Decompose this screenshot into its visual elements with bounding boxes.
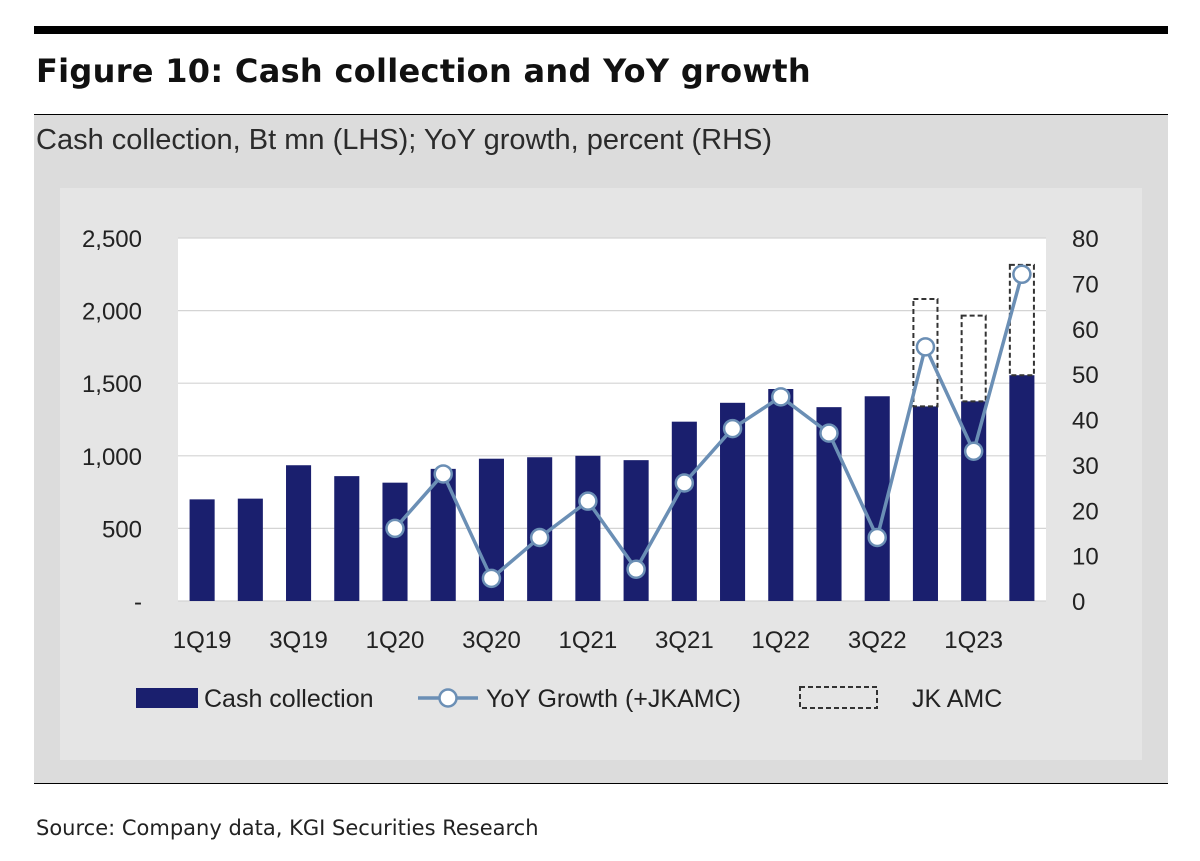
x-tick-label: 3Q21 <box>655 627 714 654</box>
bar-cash-collection <box>768 389 794 601</box>
bar-cash-collection <box>623 460 649 601</box>
bar-cash-collection <box>671 421 697 601</box>
y-right-tick-label: 0 <box>1072 589 1085 616</box>
x-tick-label: 1Q23 <box>944 627 1003 654</box>
x-tick-label: 3Q22 <box>848 627 907 654</box>
legend-swatch-cash-collection <box>136 688 198 708</box>
point-yoy-growth <box>722 418 743 439</box>
point-yoy-growth <box>433 464 453 484</box>
legend-label-cash-collection: Cash collection <box>204 685 374 713</box>
x-tick-label: 1Q19 <box>173 627 232 654</box>
y-right-tick-label: 30 <box>1072 453 1099 480</box>
plot-area <box>178 238 1046 601</box>
y-right-tick-label: 60 <box>1072 317 1099 344</box>
point-yoy-growth <box>915 337 936 357</box>
chart-subtitle: Cash collection, Bt mn (LHS); YoY growth… <box>36 124 773 156</box>
bar-cash-collection <box>237 498 263 601</box>
point-yoy-growth <box>771 387 791 407</box>
y-left-tick-label: 1,000 <box>82 444 142 471</box>
y-left-tick-label: - <box>134 589 142 616</box>
legend-swatch-yoy-marker <box>438 688 458 708</box>
point-yoy-growth <box>626 559 646 579</box>
line-yoy-growth <box>393 273 1024 581</box>
point-yoy-growth <box>1012 264 1032 285</box>
point-yoy-growth <box>529 527 550 548</box>
source-note: Source: Company data, KGI Securities Res… <box>36 816 539 840</box>
point-yoy-growth <box>963 441 984 462</box>
legend-swatch-jk-amc <box>799 686 878 709</box>
x-tick-label: 3Q19 <box>269 627 328 654</box>
y-right-tick-label: 10 <box>1072 544 1099 571</box>
point-yoy-growth <box>385 518 405 539</box>
y-right-tick-label: 40 <box>1072 408 1099 435</box>
bar-jk-amc-dashed <box>912 297 939 408</box>
top-rule <box>34 26 1168 34</box>
y-right-tick-label: 70 <box>1072 271 1099 298</box>
point-yoy-growth <box>481 568 502 589</box>
point-yoy-growth <box>578 491 598 511</box>
bar-cash-collection <box>430 468 456 601</box>
bar-cash-collection <box>382 482 408 601</box>
legend-label-jk-amc: JK AMC <box>912 685 1002 713</box>
x-tick-label: 3Q20 <box>462 627 521 654</box>
point-yoy-growth <box>819 423 839 443</box>
x-tick-label: 1Q21 <box>559 627 618 654</box>
bar-cash-collection <box>334 476 360 601</box>
bar-cash-collection <box>286 465 312 601</box>
bar-cash-collection <box>1009 375 1035 601</box>
x-tick-label: 1Q22 <box>751 627 810 654</box>
figure-title: Figure 10: Cash collection and YoY growt… <box>36 52 811 90</box>
point-yoy-growth <box>674 473 695 493</box>
y-left-tick-label: 2,000 <box>82 299 142 326</box>
x-tick-label: 1Q20 <box>366 627 425 654</box>
y-left-tick-label: 2,500 <box>82 226 142 253</box>
bar-cash-collection <box>912 406 938 601</box>
legend-label-yoy-growth: YoY Growth (+JKAMC) <box>486 685 741 713</box>
y-left-tick-label: 500 <box>102 516 142 543</box>
y-left-tick-label: 1,500 <box>82 371 142 398</box>
y-right-tick-label: 50 <box>1072 362 1099 389</box>
point-yoy-growth <box>867 527 887 548</box>
bar-cash-collection <box>189 499 215 601</box>
y-right-tick-label: 20 <box>1072 498 1099 525</box>
bar-cash-collection <box>575 455 601 601</box>
y-right-tick-label: 80 <box>1072 226 1099 253</box>
bar-jk-amc-dashed <box>960 314 987 403</box>
